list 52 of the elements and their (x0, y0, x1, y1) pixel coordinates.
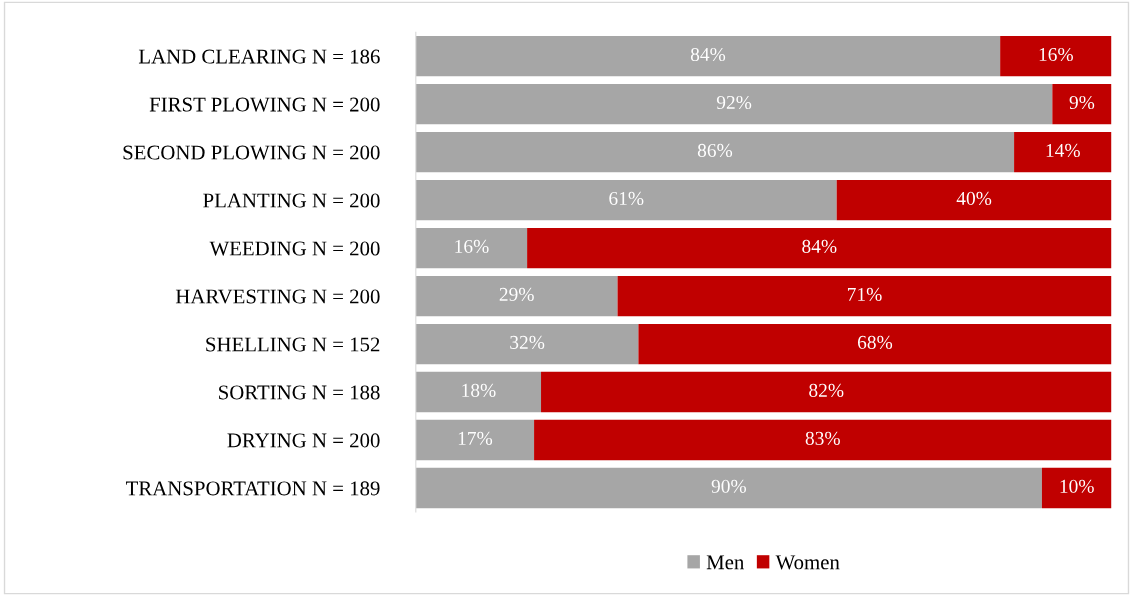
data-label: 10% (1060, 479, 1094, 493)
data-label: 16% (455, 239, 489, 254)
y-tick-label: SORTING N = 188 (219, 385, 380, 400)
bar (638, 323, 1112, 365)
data-label: 32% (510, 335, 545, 349)
bar (534, 419, 1112, 461)
data-label: 16% (1039, 47, 1073, 62)
y-tick-label: LAND CLEARING N = 186 (138, 49, 380, 64)
y-tick-label: HARVESTING N = 200 (175, 289, 380, 304)
bar (415, 275, 618, 317)
data-label: 86% (697, 143, 733, 158)
bar (415, 131, 1015, 173)
bar (617, 275, 1112, 317)
bar (541, 371, 1112, 413)
data-label: 84% (802, 239, 837, 254)
bar (415, 323, 639, 365)
bar (415, 227, 528, 269)
data-label: 40% (956, 191, 992, 206)
data-label: 14% (1046, 143, 1080, 158)
legend-label: Women (775, 555, 840, 570)
bar (836, 179, 1112, 221)
y-tick-label: SHELLING N = 152 (206, 337, 380, 352)
bar (415, 419, 535, 461)
bar (1000, 36, 1112, 77)
data-label: 83% (805, 431, 840, 445)
data-label: 71% (847, 287, 882, 301)
data-label: 9% (1069, 95, 1095, 110)
legend-label: Men (706, 555, 745, 570)
data-label: 68% (857, 335, 893, 349)
bar (415, 371, 542, 413)
y-tick-label: FIRST PLOWING N = 200 (149, 97, 380, 112)
y-tick-label: DRYING N = 200 (227, 433, 380, 448)
y-tick-label: WEEDING N = 200 (209, 241, 380, 256)
data-label: 90% (711, 479, 747, 493)
data-label: 92% (716, 95, 752, 110)
bar (415, 179, 837, 221)
y-tick-label: PLANTING N = 200 (203, 193, 380, 208)
bar (415, 467, 1042, 509)
y-tick-label: TRANSPORTATION N = 189 (125, 481, 380, 496)
data-label: 17% (458, 431, 493, 445)
bar (1041, 467, 1112, 509)
data-label: 61% (609, 191, 644, 206)
bar (1014, 131, 1112, 173)
bar (415, 36, 1001, 77)
bar (527, 227, 1112, 269)
bar (415, 84, 1053, 125)
data-label: 29% (499, 287, 534, 301)
data-label: 84% (690, 47, 726, 62)
data-label: 18% (462, 383, 496, 397)
bar (1052, 84, 1112, 125)
data-label: 82% (809, 383, 844, 397)
y-tick-label: SECOND PLOWING N = 200 (123, 145, 380, 160)
